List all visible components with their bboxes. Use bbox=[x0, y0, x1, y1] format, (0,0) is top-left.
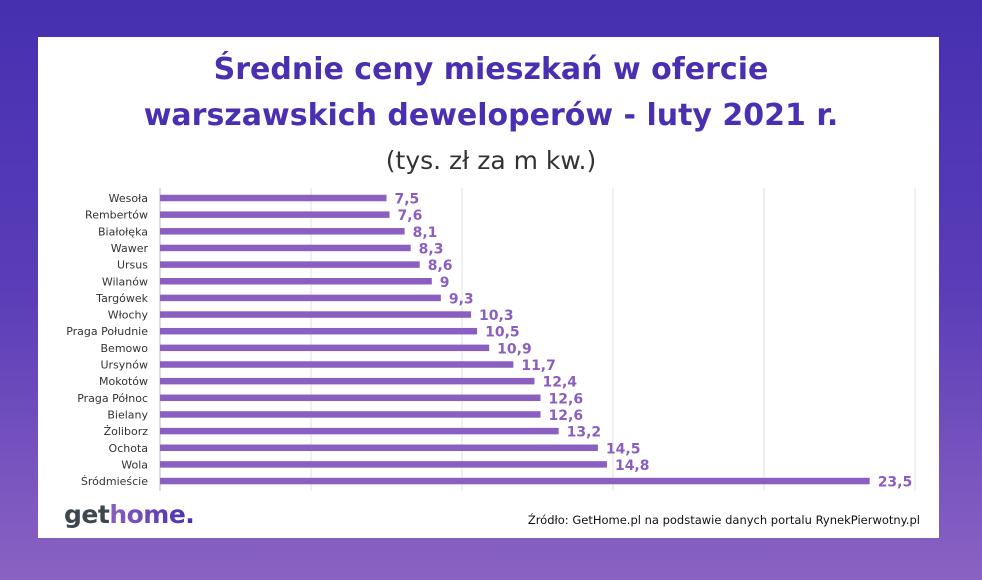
bar bbox=[160, 411, 541, 418]
chart-title-line2: warszawskich deweloperów - luty 2021 r. bbox=[143, 98, 839, 133]
bar bbox=[160, 261, 420, 268]
value-label: 11,7 bbox=[521, 358, 556, 374]
bar bbox=[160, 394, 541, 402]
bar bbox=[160, 194, 387, 202]
category-label: Włochy bbox=[108, 309, 149, 322]
value-label: 7,5 bbox=[395, 192, 420, 208]
category-label: Żoliborz bbox=[104, 425, 149, 438]
bar bbox=[160, 278, 432, 285]
bar bbox=[160, 294, 441, 302]
logo-home: home. bbox=[109, 500, 195, 529]
value-label: 13,2 bbox=[567, 425, 602, 441]
bar bbox=[160, 361, 514, 368]
gethome-logo: gethome. bbox=[64, 500, 195, 529]
category-label: Białołęka bbox=[98, 225, 148, 238]
bar bbox=[160, 461, 607, 468]
category-label: Śródmieście bbox=[81, 475, 148, 488]
value-label: 9,3 bbox=[449, 291, 474, 307]
value-label: 10,5 bbox=[485, 325, 520, 341]
value-label: 12,4 bbox=[542, 375, 577, 391]
value-label: 8,3 bbox=[419, 241, 444, 257]
chart-panel bbox=[38, 37, 939, 538]
bar bbox=[160, 244, 411, 252]
bar bbox=[160, 211, 390, 218]
category-label: Bemowo bbox=[101, 342, 149, 355]
category-label: Praga Północ bbox=[77, 392, 148, 405]
category-label: Targówek bbox=[95, 292, 148, 305]
value-label: 14,8 bbox=[615, 458, 650, 474]
category-label: Wola bbox=[121, 458, 148, 471]
bar bbox=[160, 427, 559, 435]
category-label: Wawer bbox=[111, 242, 149, 255]
bar bbox=[160, 344, 490, 352]
category-label: Rembertów bbox=[85, 209, 148, 222]
bar bbox=[160, 477, 870, 485]
category-label: Ursynów bbox=[100, 359, 148, 372]
value-label: 10,3 bbox=[479, 308, 514, 324]
category-label: Wesoła bbox=[109, 192, 148, 205]
source-note: Źródło: GetHome.pl na podstawie danych p… bbox=[527, 513, 920, 527]
category-label: Ochota bbox=[109, 442, 148, 455]
bar bbox=[160, 377, 535, 385]
category-label: Praga Południe bbox=[66, 325, 148, 338]
category-label: Wilanów bbox=[102, 275, 148, 288]
value-label: 8,6 bbox=[428, 258, 453, 274]
category-label: Mokotów bbox=[99, 375, 148, 388]
chart-title-line1: Średnie ceny mieszkań w ofercie bbox=[213, 52, 769, 87]
value-label: 9 bbox=[440, 275, 450, 291]
value-label: 12,6 bbox=[549, 408, 584, 424]
bar bbox=[160, 327, 478, 335]
value-label: 12,6 bbox=[549, 391, 584, 407]
chart-subtitle: (tys. zł za m kw.) bbox=[385, 146, 597, 175]
logo-get: get bbox=[64, 500, 110, 529]
value-label: 8,1 bbox=[413, 225, 438, 241]
bar bbox=[160, 311, 472, 318]
bar bbox=[160, 228, 405, 235]
category-label: Bielany bbox=[107, 408, 148, 421]
value-label: 7,6 bbox=[398, 208, 423, 224]
bar bbox=[160, 444, 598, 451]
category-label: Ursus bbox=[117, 259, 148, 272]
value-label: 14,5 bbox=[606, 441, 641, 457]
value-label: 23,5 bbox=[878, 475, 913, 491]
value-label: 10,9 bbox=[497, 341, 532, 357]
